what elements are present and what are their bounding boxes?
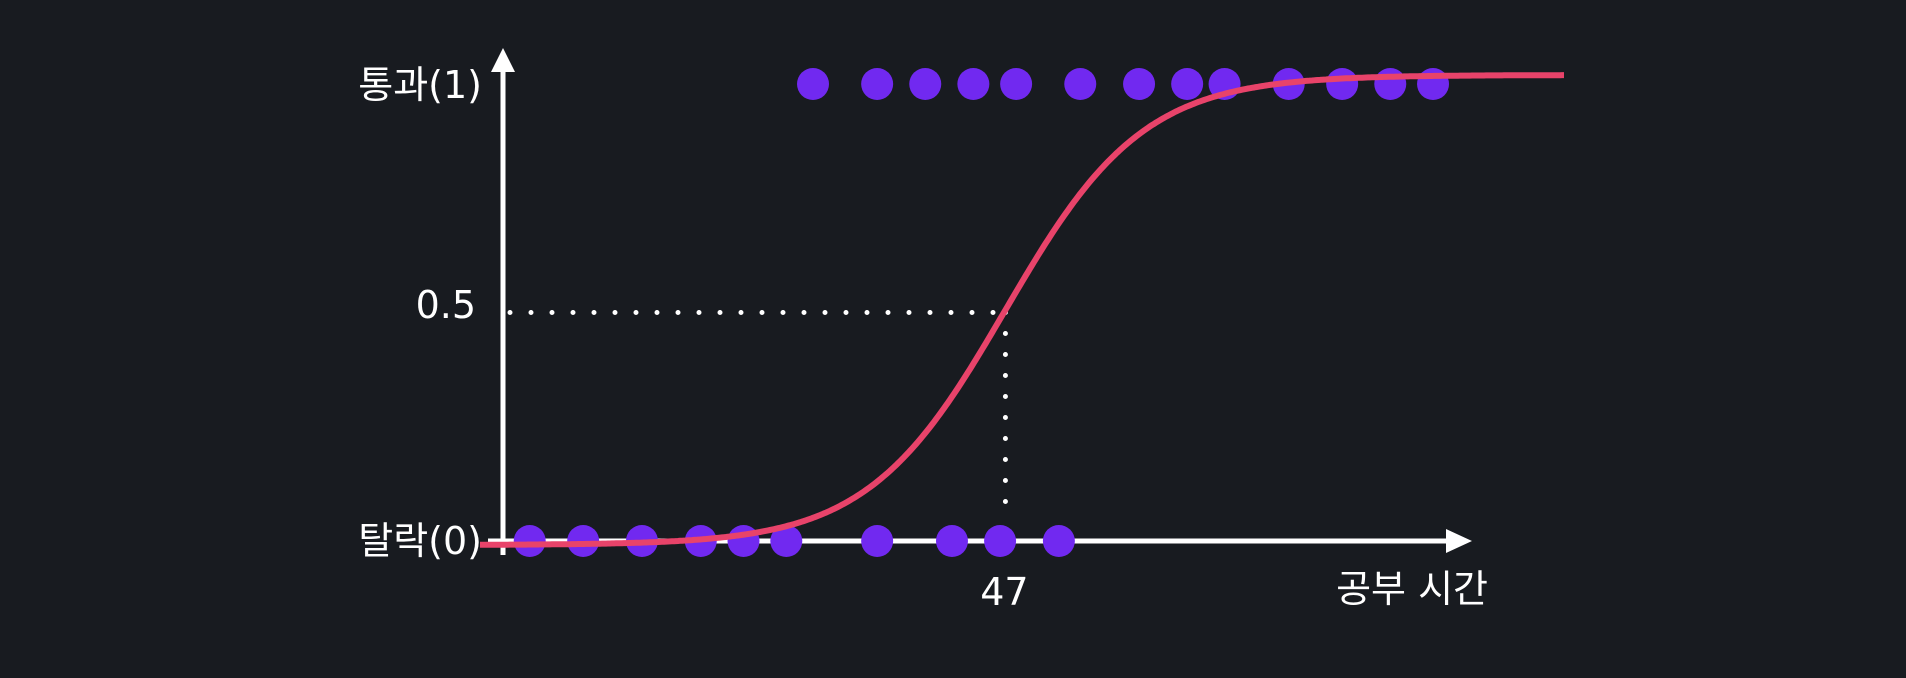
pass-data-point	[1374, 68, 1407, 100]
axis-labels: 통과(1) 0.5 탈락(0) 47 공부 시간	[358, 63, 1488, 614]
pass-data-point	[909, 68, 942, 100]
axes	[488, 48, 1472, 555]
x-axis-arrow-icon	[1446, 529, 1472, 553]
y-tick-label-pass: 통과(1)	[358, 63, 482, 107]
x-axis-label: 공부 시간	[1336, 567, 1488, 611]
y-tick-label-half: 0.5	[416, 283, 476, 327]
fail-data-point	[984, 525, 1017, 557]
pass-data-point	[861, 68, 894, 100]
sigmoid-curve	[480, 72, 1564, 548]
pass-data-point	[1123, 68, 1156, 100]
fail-data-point	[935, 525, 968, 557]
threshold-guides	[507, 310, 1008, 525]
pass-data-point	[797, 68, 830, 100]
data-points	[513, 68, 1450, 557]
fail-data-point	[727, 525, 760, 557]
x-threshold-tick-label: 47	[980, 570, 1028, 614]
y-tick-label-fail: 탈락(0)	[358, 519, 482, 563]
fail-data-point	[770, 525, 803, 557]
pass-data-point	[1171, 68, 1204, 100]
fail-data-point	[513, 525, 546, 557]
pass-data-point	[1000, 68, 1033, 100]
pass-data-point	[1326, 68, 1359, 100]
y-axis-arrow-icon	[491, 48, 515, 72]
pass-data-point	[957, 68, 990, 100]
pass-data-point	[1064, 68, 1097, 100]
fail-data-point	[861, 525, 894, 557]
fail-data-point	[1042, 525, 1075, 557]
